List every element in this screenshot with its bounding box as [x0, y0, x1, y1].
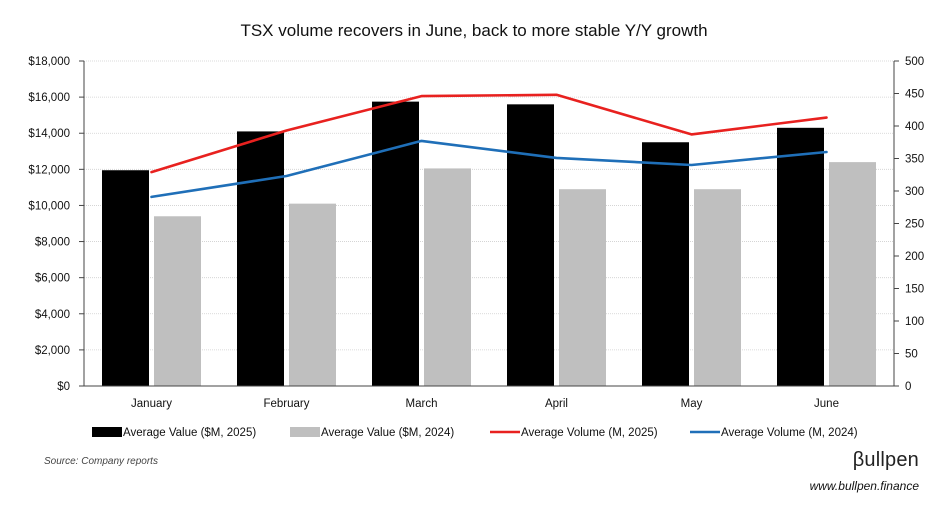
legend-swatch: [92, 427, 122, 437]
right-axis-tick-label: 250: [905, 219, 924, 231]
x-axis-tick-label: March: [406, 398, 438, 410]
right-axis-tick-label: 350: [905, 154, 924, 166]
right-axis-tick-label: 300: [905, 186, 924, 198]
legend-layer: Average Value ($M, 2025) Average Value ($…: [92, 427, 858, 439]
right-axis-tick-label: 50: [905, 349, 918, 361]
left-axis-tick-label: $6,000: [35, 273, 70, 285]
legend-label: Average Value ($M, 2024): [321, 427, 454, 439]
legend-label: Average Volume (M, 2025): [521, 427, 658, 439]
right-axis-tick-label: 450: [905, 89, 924, 101]
left-axis-tick-label: $10,000: [28, 200, 70, 212]
brand-url: www.bullpen.finance: [809, 479, 919, 493]
bar-layer: [102, 101, 876, 387]
left-axis-tick-label: $18,000: [28, 56, 70, 68]
bar-2024: [424, 168, 471, 386]
right-axis-tick-label: 0: [905, 381, 911, 393]
brand-logo: βullpen: [852, 449, 919, 471]
left-axis-tick-label: $8,000: [35, 237, 70, 249]
bar-2025: [102, 170, 149, 386]
grid-layer: [84, 60, 894, 351]
x-axis-tick-label: January: [131, 398, 172, 410]
bar-2025: [507, 104, 554, 386]
bar-2024: [559, 189, 606, 386]
chart-title: TSX volume recovers in June, back to mor…: [240, 21, 707, 40]
line-series-volume-2024: [150, 139, 828, 199]
legend-label: Average Value ($M, 2025): [123, 427, 256, 439]
right-axis-tick-label: 400: [905, 121, 924, 133]
bar-2024: [694, 189, 741, 386]
bar-2025: [642, 142, 689, 386]
line-series-volume-2025: [150, 93, 828, 174]
bar-2024: [829, 162, 876, 386]
bar-2024: [154, 216, 201, 386]
bar-2024: [289, 203, 336, 386]
x-axis-tick-label: February: [263, 398, 309, 410]
right-axis-tick-label: 150: [905, 284, 924, 296]
bar-2025: [777, 127, 824, 387]
x-axis-tick-label: May: [681, 398, 703, 410]
legend-swatch: [290, 427, 320, 437]
left-axis-tick-label: $12,000: [28, 164, 70, 176]
right-axis-tick-label: 200: [905, 251, 924, 263]
bar-2025: [372, 101, 419, 386]
x-axis-tick-label: June: [814, 398, 839, 410]
bar-2025: [237, 131, 284, 386]
source-note: Source: Company reports: [44, 456, 158, 467]
left-axis-tick-label: $4,000: [35, 309, 70, 321]
axis-layer: $0 $2,000 $4,000 $6,000 $8,000 $10,000 $12,000…: [28, 56, 924, 410]
left-axis-tick-label: $16,000: [28, 92, 70, 104]
right-axis-tick-label: 500: [905, 56, 924, 68]
left-axis-tick-label: $0: [57, 381, 70, 393]
right-axis-tick-label: 100: [905, 316, 924, 328]
legend-label: Average Volume (M, 2024): [721, 427, 858, 439]
left-axis-tick-label: $2,000: [35, 345, 70, 357]
x-axis-tick-label: April: [545, 398, 568, 410]
left-axis-tick-label: $14,000: [28, 128, 70, 140]
line-layer: [150, 93, 828, 199]
